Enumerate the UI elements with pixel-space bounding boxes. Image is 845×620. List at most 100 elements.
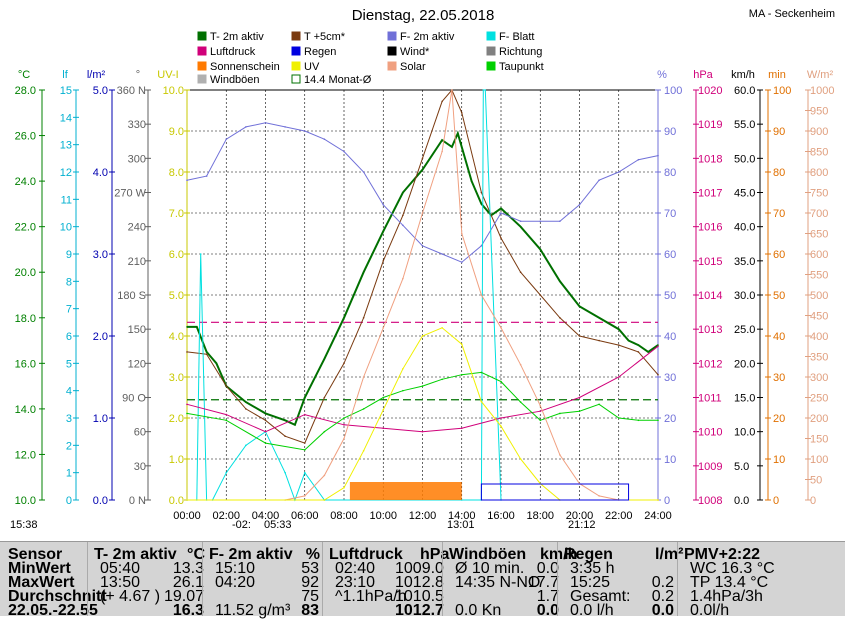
data-point [559, 220, 561, 222]
data-point [500, 380, 502, 383]
data-point [451, 89, 453, 91]
series-line [186, 371, 658, 451]
data-point [441, 378, 443, 381]
axis-tick-label-solar: 950 [810, 106, 828, 118]
axis-tick-label-hum: 0 [664, 495, 670, 507]
axis-tick-label-uv: 3.0 [169, 372, 184, 384]
x-tick-label: 02:00 [212, 510, 240, 522]
legend-swatch [291, 61, 301, 71]
axis-tick-label-press: 1014 [698, 290, 722, 302]
column-title: T- 2m aktiv [94, 546, 177, 563]
data-point [323, 474, 326, 477]
data-point [294, 424, 296, 426]
axis-tick-label-rain: 1.0 [93, 413, 108, 425]
x-tick-label: 04:00 [252, 510, 280, 522]
data-point [264, 430, 267, 433]
weather-chart: Dienstag, 22.05.2018 MA - Seckenheim T- 2m… [10, 7, 835, 531]
data-point [343, 316, 345, 319]
table-cell-value: 0.2 [651, 574, 674, 591]
legend-label: F- 2m aktiv [400, 31, 455, 43]
axis-unit-hum: % [657, 69, 667, 81]
axis-tick-label-wind: 55.0 [734, 119, 755, 131]
data-point [539, 294, 542, 296]
data-point [362, 316, 365, 319]
column-title: Luftdruck [329, 546, 403, 563]
data-point [559, 454, 561, 456]
x-tick-label: 14:00 [448, 510, 476, 522]
data-point [457, 132, 459, 135]
axis-tick-label-lf: 6 [66, 331, 72, 343]
data-point [186, 179, 188, 181]
data-point [186, 326, 188, 328]
data-point [470, 180, 473, 182]
data-point [323, 138, 326, 140]
data-point [186, 351, 188, 353]
table-cell-value: 0.0 [536, 602, 559, 619]
row-label: MaxWert [8, 574, 75, 591]
axis-tick-label-solar: 0 [810, 495, 816, 507]
data-point [519, 458, 522, 460]
data-point [225, 413, 228, 416]
axis-tick-label-min: 100 [773, 85, 791, 97]
legend-swatch [197, 46, 207, 56]
axis-tick-label-press: 1009 [698, 461, 722, 473]
data-point [617, 328, 620, 330]
data-point [482, 89, 485, 91]
data-point [519, 220, 522, 222]
data-point [598, 403, 600, 406]
table-cell: Ø 10 min. [455, 560, 525, 577]
legend-label: Taupunkt [499, 61, 544, 73]
column-unit: °C [187, 546, 205, 563]
data-point [559, 280, 561, 283]
data-point [441, 100, 443, 103]
table-cell-value: 19.07 [163, 588, 204, 605]
data-point [598, 495, 600, 497]
table-column-divider [86, 542, 88, 616]
legend-swatch [291, 46, 301, 56]
data-point [578, 204, 581, 206]
table-cell: WC 16.3 °C [690, 560, 775, 577]
axis-tick-label-hum: 30 [664, 372, 676, 384]
data-point [402, 214, 404, 217]
row-label: MinWert [8, 560, 71, 577]
table-cell: 3:35 h [570, 560, 615, 577]
data-point [617, 344, 620, 346]
axis-tick-label-temp: 16.0 [15, 358, 36, 370]
data-point [362, 450, 365, 452]
data-point [382, 327, 385, 329]
data-point [362, 376, 365, 378]
data-point [539, 404, 542, 407]
axis-tick-label-solar: 400 [810, 331, 828, 343]
legend-label: Windböen [210, 74, 260, 86]
table-cell-value: 1009.0 [395, 560, 444, 577]
axis-tick-label-press: 1019 [698, 119, 722, 131]
axis-tick-label-uv: 10.0 [163, 85, 184, 97]
data-point [539, 220, 542, 222]
axis-tick-label-min: 80 [773, 167, 785, 179]
axis-tick-label-rain: 5.0 [93, 85, 108, 97]
axis-tick-label-dir: 30 [134, 461, 146, 473]
data-point [460, 261, 463, 264]
axis-tick-label-wind: 10.0 [734, 427, 755, 439]
axis-tick-label-wind: 50.0 [734, 153, 755, 165]
x-tick-label: 22:00 [605, 510, 633, 522]
data-point [382, 396, 385, 399]
axis-tick-label-hum: 40 [664, 331, 676, 343]
x-tick-label: 08:00 [330, 510, 358, 522]
x-tick-label: 00:00 [173, 510, 201, 522]
axis-tick-label-dir: 360 N [117, 85, 146, 97]
data-point [657, 373, 659, 376]
axis-tick-label-solar: 1000 [810, 85, 834, 97]
data-point [657, 345, 659, 348]
legend-label: Richtung [499, 46, 542, 58]
data-point [598, 339, 600, 342]
table-column-divider [556, 542, 558, 616]
axis-tick-label-solar: 800 [810, 167, 828, 179]
axis-tick-label-lf: 4 [66, 386, 72, 398]
data-point [225, 471, 228, 474]
data-point [303, 130, 306, 132]
table-cell-value: 13.3 [172, 560, 204, 577]
axis-tick-label-uv: 2.0 [169, 413, 184, 425]
data-point [186, 412, 188, 415]
data-point [500, 417, 502, 419]
